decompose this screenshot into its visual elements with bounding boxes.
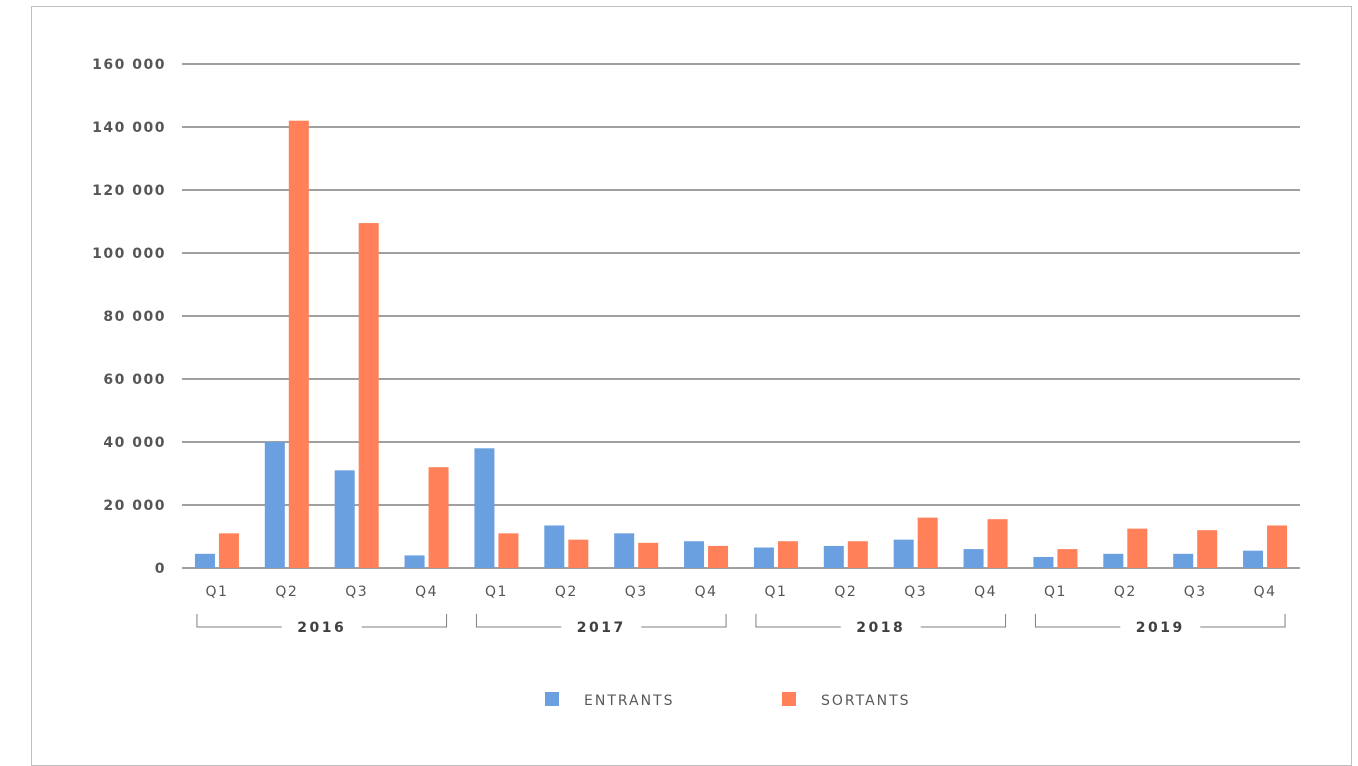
y-tick-label: 140 000: [92, 120, 166, 136]
group-bracket-right: [641, 614, 727, 628]
bar-sortants: [288, 120, 309, 568]
x-tick-label: Q2: [834, 584, 857, 600]
bar-entrants: [753, 547, 774, 568]
bar-sortants: [638, 542, 659, 568]
bar-entrants: [823, 545, 844, 568]
x-tick-label: Q3: [904, 584, 927, 600]
group-bracket-right: [361, 614, 448, 628]
x-tick-label: Q4: [974, 584, 997, 600]
bar-sortants: [428, 467, 449, 568]
x-tick-label: Q3: [1184, 584, 1207, 600]
x-tick-label: Q1: [205, 584, 228, 600]
bar-entrants: [614, 533, 635, 568]
legend-label-sortants: SORTANTS: [821, 693, 911, 709]
y-tick-label: 60 000: [103, 372, 166, 388]
y-tick-label: 100 000: [92, 246, 166, 262]
bar-entrants: [264, 442, 285, 568]
bar-entrants: [334, 470, 355, 568]
year-group-label: 2018: [856, 620, 905, 636]
bar-entrants: [194, 553, 215, 568]
x-tick-label: Q1: [485, 584, 508, 600]
y-axis-ticks: 0 20 000 40 000 60 000 80 000 100 000 120 000 1…: [92, 57, 166, 577]
year-group-label: 2016: [297, 620, 346, 636]
bar-sortants: [358, 223, 379, 568]
bar-sortants: [1267, 525, 1288, 568]
y-tick-label: 0: [155, 561, 166, 577]
y-tick-label: 120 000: [92, 183, 166, 199]
x-tick-label: Q3: [345, 584, 368, 600]
bar-chart: 0 20 000 40 000 60 000 80 000 100 000 120 000 1…: [92, 57, 1300, 709]
bar-entrants: [1103, 553, 1124, 568]
legend-label-entrants: ENTRANTS: [584, 693, 675, 709]
bar-sortants: [498, 533, 519, 568]
y-tick-label: 80 000: [103, 309, 166, 325]
bar-entrants: [963, 549, 984, 568]
bars: [194, 120, 1288, 568]
x-tick-label: Q1: [1044, 584, 1067, 600]
legend-swatch-entrants: [545, 692, 559, 706]
legend: ENTRANTS SORTANTS: [545, 692, 911, 709]
chart-frame: [31, 6, 1352, 766]
bar-sortants: [568, 539, 589, 568]
bar-sortants: [1127, 528, 1148, 568]
x-tick-label: Q3: [625, 584, 648, 600]
group-bracket-left: [475, 614, 562, 628]
group-bracket-left: [1034, 614, 1121, 628]
y-tick-label: 20 000: [103, 498, 166, 514]
legend-swatch-sortants: [782, 692, 796, 706]
x-tick-label: Q4: [1254, 584, 1277, 600]
x-tick-label: Q2: [555, 584, 578, 600]
bar-sortants: [1197, 530, 1218, 568]
bar-sortants: [708, 545, 729, 568]
x-tick-label: Q4: [695, 584, 718, 600]
bar-entrants: [893, 539, 914, 568]
bar-entrants: [1033, 556, 1054, 568]
bar-entrants: [684, 541, 705, 568]
x-tick-label: Q2: [275, 584, 298, 600]
bar-sortants: [917, 517, 938, 568]
bar-sortants: [777, 541, 798, 568]
group-bracket-right: [1200, 614, 1286, 628]
bar-sortants: [847, 541, 868, 568]
bar-sortants: [218, 533, 239, 568]
group-bracket-left: [196, 614, 282, 628]
x-tick-label: Q4: [415, 584, 438, 600]
group-bracket-right: [920, 614, 1007, 628]
bar-entrants: [544, 525, 565, 568]
x-tick-label: Q2: [1114, 584, 1137, 600]
bar-sortants: [987, 519, 1008, 568]
x-axis-ticks: Q1 Q2 Q3 Q4 Q1 Q2 Q3 Q4 Q1 Q2 Q3 Q4 Q1 Q2 Q3 Q4: [205, 584, 1277, 600]
bar-entrants: [1243, 550, 1264, 568]
x-axis-year-groups: 2016 2017 2018 2019: [196, 614, 1286, 636]
year-group-label: 2017: [577, 620, 626, 636]
year-group-label: 2019: [1136, 620, 1185, 636]
group-bracket-left: [755, 614, 841, 628]
y-tick-label: 160 000: [92, 57, 166, 73]
bar-entrants: [1173, 553, 1194, 568]
bar-entrants: [404, 555, 425, 568]
bar-entrants: [474, 448, 495, 568]
bar-sortants: [1057, 549, 1078, 568]
x-tick-label: Q1: [764, 584, 787, 600]
y-tick-label: 40 000: [103, 435, 166, 451]
